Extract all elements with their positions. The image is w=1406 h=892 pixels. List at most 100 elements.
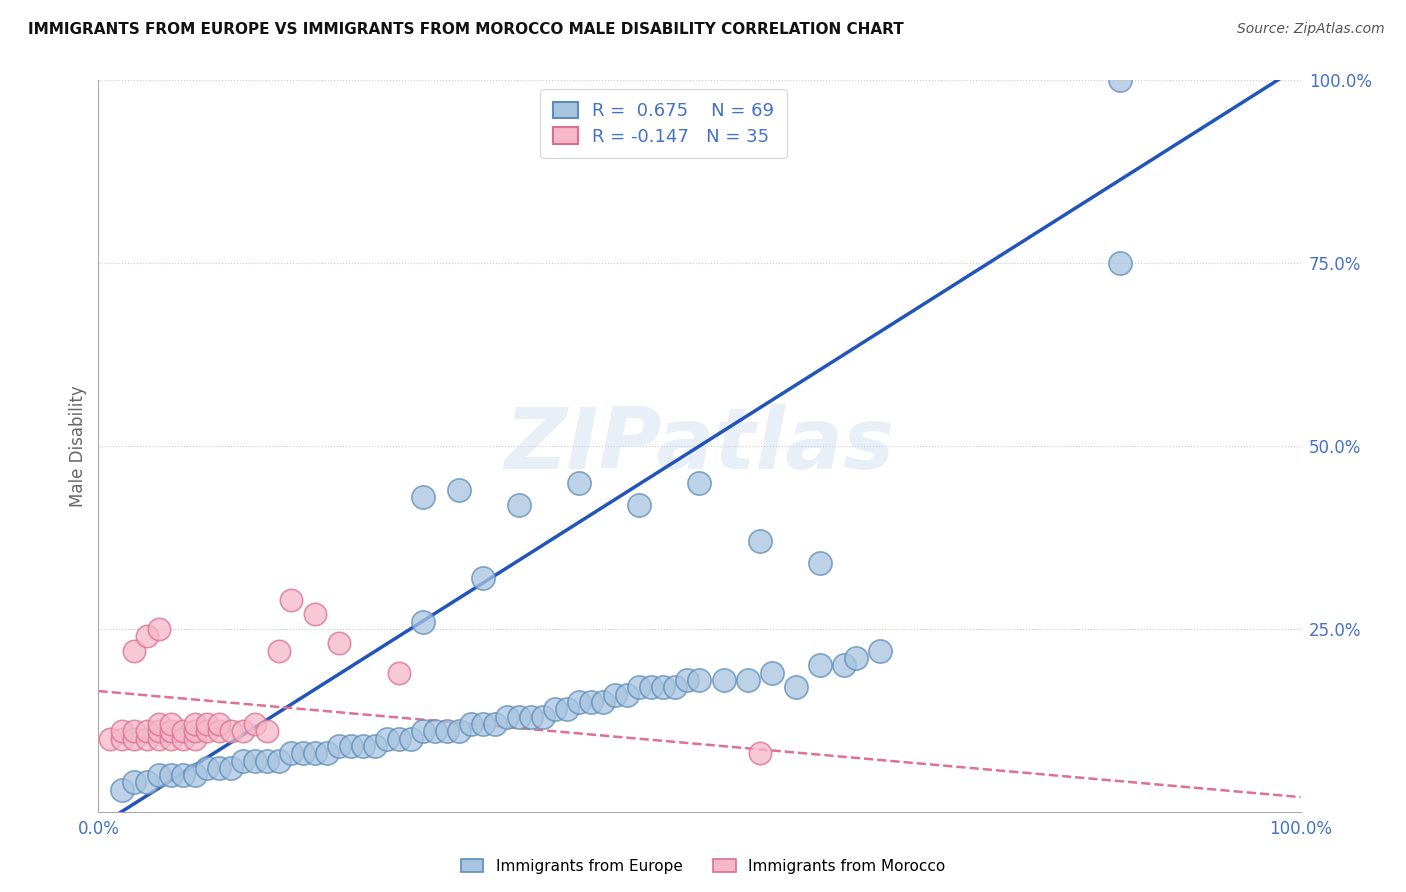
- Point: [111, 724, 134, 739]
- Point: [219, 761, 242, 775]
- Point: [399, 731, 422, 746]
- Point: [280, 592, 302, 607]
- Point: [208, 761, 231, 775]
- Point: [148, 731, 170, 746]
- Point: [447, 483, 470, 497]
- Point: [689, 475, 711, 490]
- Text: IMMIGRANTS FROM EUROPE VS IMMIGRANTS FROM MOROCCO MALE DISABILITY CORRELATION CH: IMMIGRANTS FROM EUROPE VS IMMIGRANTS FRO…: [28, 22, 904, 37]
- Point: [676, 673, 699, 687]
- Point: [148, 724, 170, 739]
- Point: [208, 724, 231, 739]
- Point: [315, 746, 337, 760]
- Point: [808, 556, 831, 570]
- Point: [689, 673, 711, 687]
- Point: [785, 681, 807, 695]
- Point: [808, 658, 831, 673]
- Point: [447, 724, 470, 739]
- Point: [605, 688, 627, 702]
- Point: [267, 754, 290, 768]
- Point: [472, 717, 495, 731]
- Point: [748, 534, 770, 549]
- Point: [172, 724, 194, 739]
- Point: [124, 644, 146, 658]
- Point: [845, 651, 868, 665]
- Point: [412, 615, 434, 629]
- Point: [232, 754, 254, 768]
- Point: [304, 746, 326, 760]
- Point: [869, 644, 891, 658]
- Point: [748, 746, 770, 760]
- Point: [172, 731, 194, 746]
- Point: [183, 731, 205, 746]
- Point: [737, 673, 759, 687]
- Point: [496, 709, 519, 723]
- Point: [172, 768, 194, 782]
- Point: [664, 681, 686, 695]
- Point: [135, 629, 157, 643]
- Point: [713, 673, 735, 687]
- Point: [183, 724, 205, 739]
- Text: Source: ZipAtlas.com: Source: ZipAtlas.com: [1237, 22, 1385, 37]
- Point: [148, 717, 170, 731]
- Point: [243, 754, 266, 768]
- Point: [100, 731, 122, 746]
- Point: [761, 665, 783, 680]
- Legend: Immigrants from Europe, Immigrants from Morocco: Immigrants from Europe, Immigrants from …: [454, 853, 952, 880]
- Point: [195, 761, 218, 775]
- Point: [472, 571, 495, 585]
- Point: [460, 717, 482, 731]
- Point: [267, 644, 290, 658]
- Point: [364, 739, 387, 753]
- Point: [124, 775, 146, 789]
- Point: [568, 475, 591, 490]
- Point: [183, 717, 205, 731]
- Point: [111, 782, 134, 797]
- Point: [520, 709, 543, 723]
- Point: [124, 724, 146, 739]
- Point: [159, 717, 181, 731]
- Point: [135, 775, 157, 789]
- Point: [183, 768, 205, 782]
- Point: [640, 681, 662, 695]
- Point: [243, 717, 266, 731]
- Point: [412, 490, 434, 504]
- Point: [135, 724, 157, 739]
- Point: [256, 724, 278, 739]
- Y-axis label: Male Disability: Male Disability: [69, 385, 87, 507]
- Point: [616, 688, 638, 702]
- Point: [124, 731, 146, 746]
- Point: [568, 695, 591, 709]
- Point: [135, 731, 157, 746]
- Point: [232, 724, 254, 739]
- Point: [508, 498, 530, 512]
- Point: [256, 754, 278, 768]
- Point: [412, 724, 434, 739]
- Point: [340, 739, 363, 753]
- Point: [388, 731, 411, 746]
- Point: [328, 636, 350, 650]
- Point: [352, 739, 374, 753]
- Point: [531, 709, 554, 723]
- Point: [375, 731, 398, 746]
- Point: [1109, 73, 1132, 87]
- Point: [436, 724, 458, 739]
- Point: [508, 709, 530, 723]
- Point: [159, 731, 181, 746]
- Point: [1109, 256, 1132, 270]
- Point: [328, 739, 350, 753]
- Point: [159, 768, 181, 782]
- Point: [195, 717, 218, 731]
- Point: [581, 695, 603, 709]
- Point: [280, 746, 302, 760]
- Point: [388, 665, 411, 680]
- Point: [628, 681, 651, 695]
- Point: [544, 702, 567, 716]
- Point: [832, 658, 855, 673]
- Point: [423, 724, 446, 739]
- Point: [148, 622, 170, 636]
- Point: [304, 607, 326, 622]
- Point: [208, 717, 231, 731]
- Point: [111, 731, 134, 746]
- Point: [148, 768, 170, 782]
- Point: [628, 498, 651, 512]
